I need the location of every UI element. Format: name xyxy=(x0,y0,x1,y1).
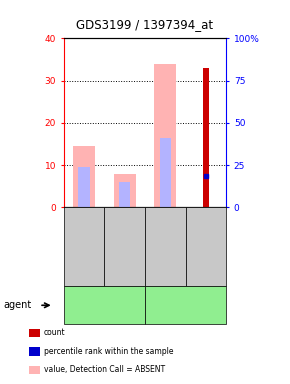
Text: value, Detection Call = ABSENT: value, Detection Call = ABSENT xyxy=(44,365,165,374)
Bar xyxy=(160,138,171,207)
Bar xyxy=(154,64,177,207)
Text: control: control xyxy=(88,300,121,310)
Text: GSM266748: GSM266748 xyxy=(120,223,129,270)
Text: GSM266749: GSM266749 xyxy=(161,223,170,270)
Bar xyxy=(113,174,136,207)
Text: count: count xyxy=(44,328,66,338)
Bar xyxy=(203,68,209,207)
Text: anti-Mullerian
hormone: anti-Mullerian hormone xyxy=(152,295,220,316)
Text: GSM266750: GSM266750 xyxy=(201,223,211,270)
Text: GSM266747: GSM266747 xyxy=(79,223,89,270)
Bar xyxy=(119,182,130,207)
Text: percentile rank within the sample: percentile rank within the sample xyxy=(44,347,174,356)
Text: agent: agent xyxy=(3,300,31,310)
Text: GDS3199 / 1397394_at: GDS3199 / 1397394_at xyxy=(77,18,213,31)
Bar xyxy=(73,146,95,207)
Bar xyxy=(78,167,90,207)
